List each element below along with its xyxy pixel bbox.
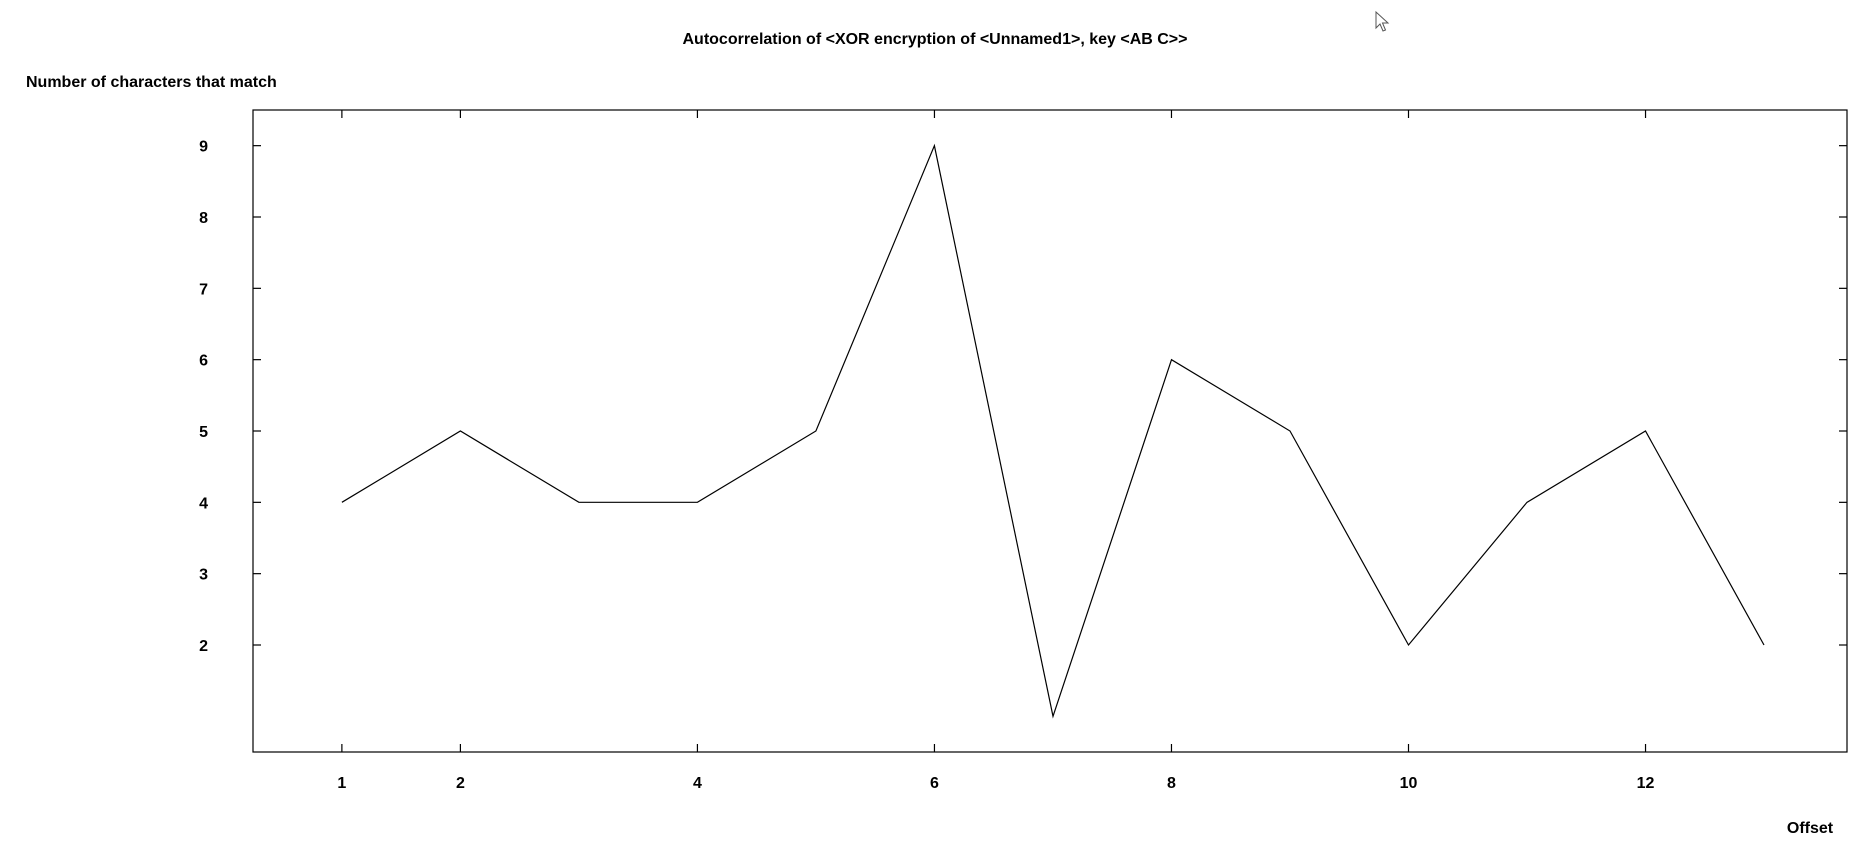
chart-title: Autocorrelation of <XOR encryption of <U… [682, 31, 1187, 48]
y-axis-ticks: 2 3 4 5 6 7 8 9 [199, 139, 1847, 655]
plot-frame [252, 109, 1848, 753]
y-tick-label: 9 [199, 139, 208, 156]
x-tick-label: 8 [1167, 775, 1176, 792]
y-tick-label: 5 [199, 424, 208, 441]
y-tick-label: 7 [199, 281, 208, 298]
y-tick-label: 2 [199, 638, 208, 655]
x-tick-label: 2 [456, 775, 465, 792]
y-tick-label: 3 [199, 567, 208, 584]
y-tick-label: 6 [199, 353, 208, 370]
x-tick-label: 6 [930, 775, 939, 792]
y-tick-label: 4 [199, 495, 208, 512]
x-tick-label: 4 [693, 775, 702, 792]
x-tick-label: 12 [1637, 775, 1655, 792]
y-axis-label: Number of characters that match [26, 74, 277, 91]
y-tick-label: 8 [199, 210, 208, 227]
series-line [341, 143, 1765, 719]
x-axis-ticks: 1 2 4 6 8 10 12 [337, 110, 1655, 792]
x-tick-label: 1 [337, 775, 346, 792]
x-axis-label: Offset [1787, 820, 1834, 837]
x-tick-label: 10 [1400, 775, 1418, 792]
arrow-cursor-icon [1375, 10, 1390, 32]
